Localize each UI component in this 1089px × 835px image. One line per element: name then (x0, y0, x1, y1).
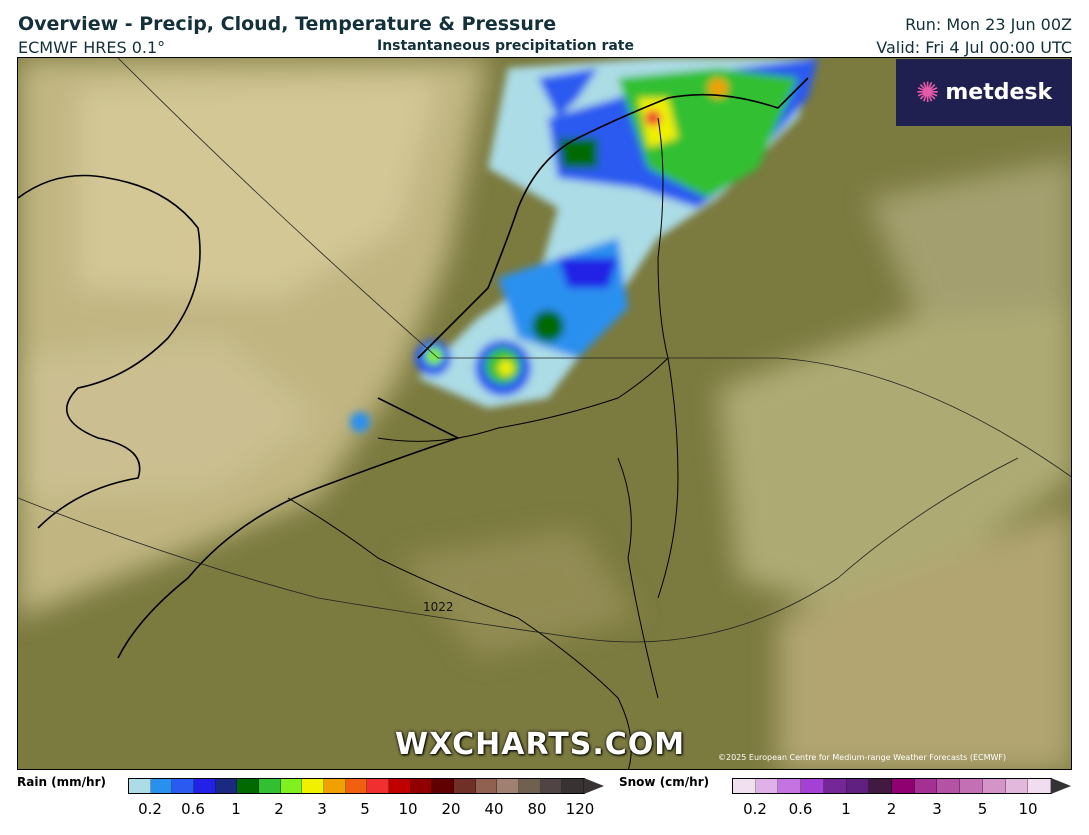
colorbar-swatch (823, 779, 847, 793)
snow-legend-label: Snow (cm/hr) (619, 775, 710, 789)
colorbar-tick: 3 (932, 800, 942, 818)
colorbar-tick: 20 (441, 800, 461, 818)
colorbar-swatch (475, 779, 498, 793)
colorbar-tick: 10 (1018, 800, 1038, 818)
colorbar-tick: 2 (274, 800, 284, 818)
coastlines (18, 77, 809, 659)
colorbar-tick: 1 (841, 800, 851, 818)
colorbar-tick: 5 (360, 800, 370, 818)
colorbar-swatch (259, 779, 281, 793)
valid-time: Valid: Fri 4 Jul 00:00 UTC (876, 38, 1072, 57)
colorbar-swatch (540, 779, 563, 793)
colorbar-swatch (562, 779, 585, 793)
colorbar-tick: 1 (231, 800, 241, 818)
snow-colorbar-arrow (1051, 778, 1071, 794)
colorbar-swatch (1028, 779, 1052, 793)
colorbar-swatch (215, 779, 238, 793)
colorbar-swatch (755, 779, 779, 793)
chart-subtitle: Instantaneous precipitation rate (377, 38, 634, 54)
watermark: WXCHARTS.COM (395, 727, 686, 762)
colorbar-swatch (324, 779, 346, 793)
colorbar-swatch (914, 779, 938, 793)
colorbar-swatch (778, 779, 802, 793)
colorbar-tick: 0.2 (743, 800, 767, 818)
colorbar-swatch (389, 779, 411, 793)
logo-text: metdesk (945, 80, 1053, 105)
colorbar-swatch (869, 779, 893, 793)
snow-colorbar (732, 778, 1052, 794)
colorbar-swatch (150, 779, 173, 793)
colorbar-tick: 0.6 (181, 800, 205, 818)
colorbar-swatch (497, 779, 520, 793)
colorbar-tick: 5 (977, 800, 988, 818)
colorbar-tick: 10 (398, 800, 418, 818)
isobars (18, 58, 1071, 643)
colorbar-swatch (302, 779, 325, 793)
chart-title: Overview - Precip, Cloud, Temperature & … (18, 13, 557, 35)
colorbar-tick: 120 (565, 800, 595, 818)
colorbar-swatch (410, 779, 433, 793)
colorbar-tick: 80 (527, 800, 547, 818)
borders (287, 117, 679, 769)
model-name: ECMWF HRES 0.1° (18, 38, 166, 57)
rain-colorbar-arrow (584, 778, 604, 794)
map-canvas: 1022 (18, 58, 1071, 769)
copyright: ©2025 European Centre for Medium-range W… (718, 753, 1007, 762)
colorbar-swatch (892, 779, 915, 793)
colorbar-swatch (982, 779, 1006, 793)
weather-map[interactable]: 1022 (17, 57, 1072, 770)
rain-colorbar (128, 778, 585, 794)
isobar-label: 1022 (423, 600, 454, 614)
logo-flower-icon: ✺ (915, 76, 940, 109)
colorbar-swatch (345, 779, 368, 793)
colorbar-swatch (733, 779, 756, 793)
colorbar-swatch (519, 779, 541, 793)
colorbar-swatch (129, 779, 151, 793)
colorbar-swatch (960, 779, 983, 793)
colorbar-swatch (280, 779, 303, 793)
run-time: Run: Mon 23 Jun 00Z (905, 15, 1072, 34)
colorbar-tick: 40 (484, 800, 504, 818)
colorbar-swatch (367, 779, 390, 793)
colorbar-swatch (1005, 779, 1029, 793)
colorbar-tick: 0.6 (788, 800, 813, 818)
colorbar-swatch (937, 779, 961, 793)
colorbar-swatch (846, 779, 870, 793)
colorbar-swatch (801, 779, 824, 793)
colorbar-swatch (432, 779, 455, 793)
metdesk-logo: ✺ metdesk (896, 59, 1072, 126)
colorbar-tick: 2 (886, 800, 897, 818)
colorbar-swatch (194, 779, 216, 793)
colorbar-tick: 0.2 (138, 800, 162, 818)
colorbar-swatch (172, 779, 195, 793)
colorbar-swatch (454, 779, 476, 793)
colorbar-swatch (237, 779, 260, 793)
rain-legend-label: Rain (mm/hr) (17, 775, 106, 789)
colorbar-tick: 3 (317, 800, 327, 818)
